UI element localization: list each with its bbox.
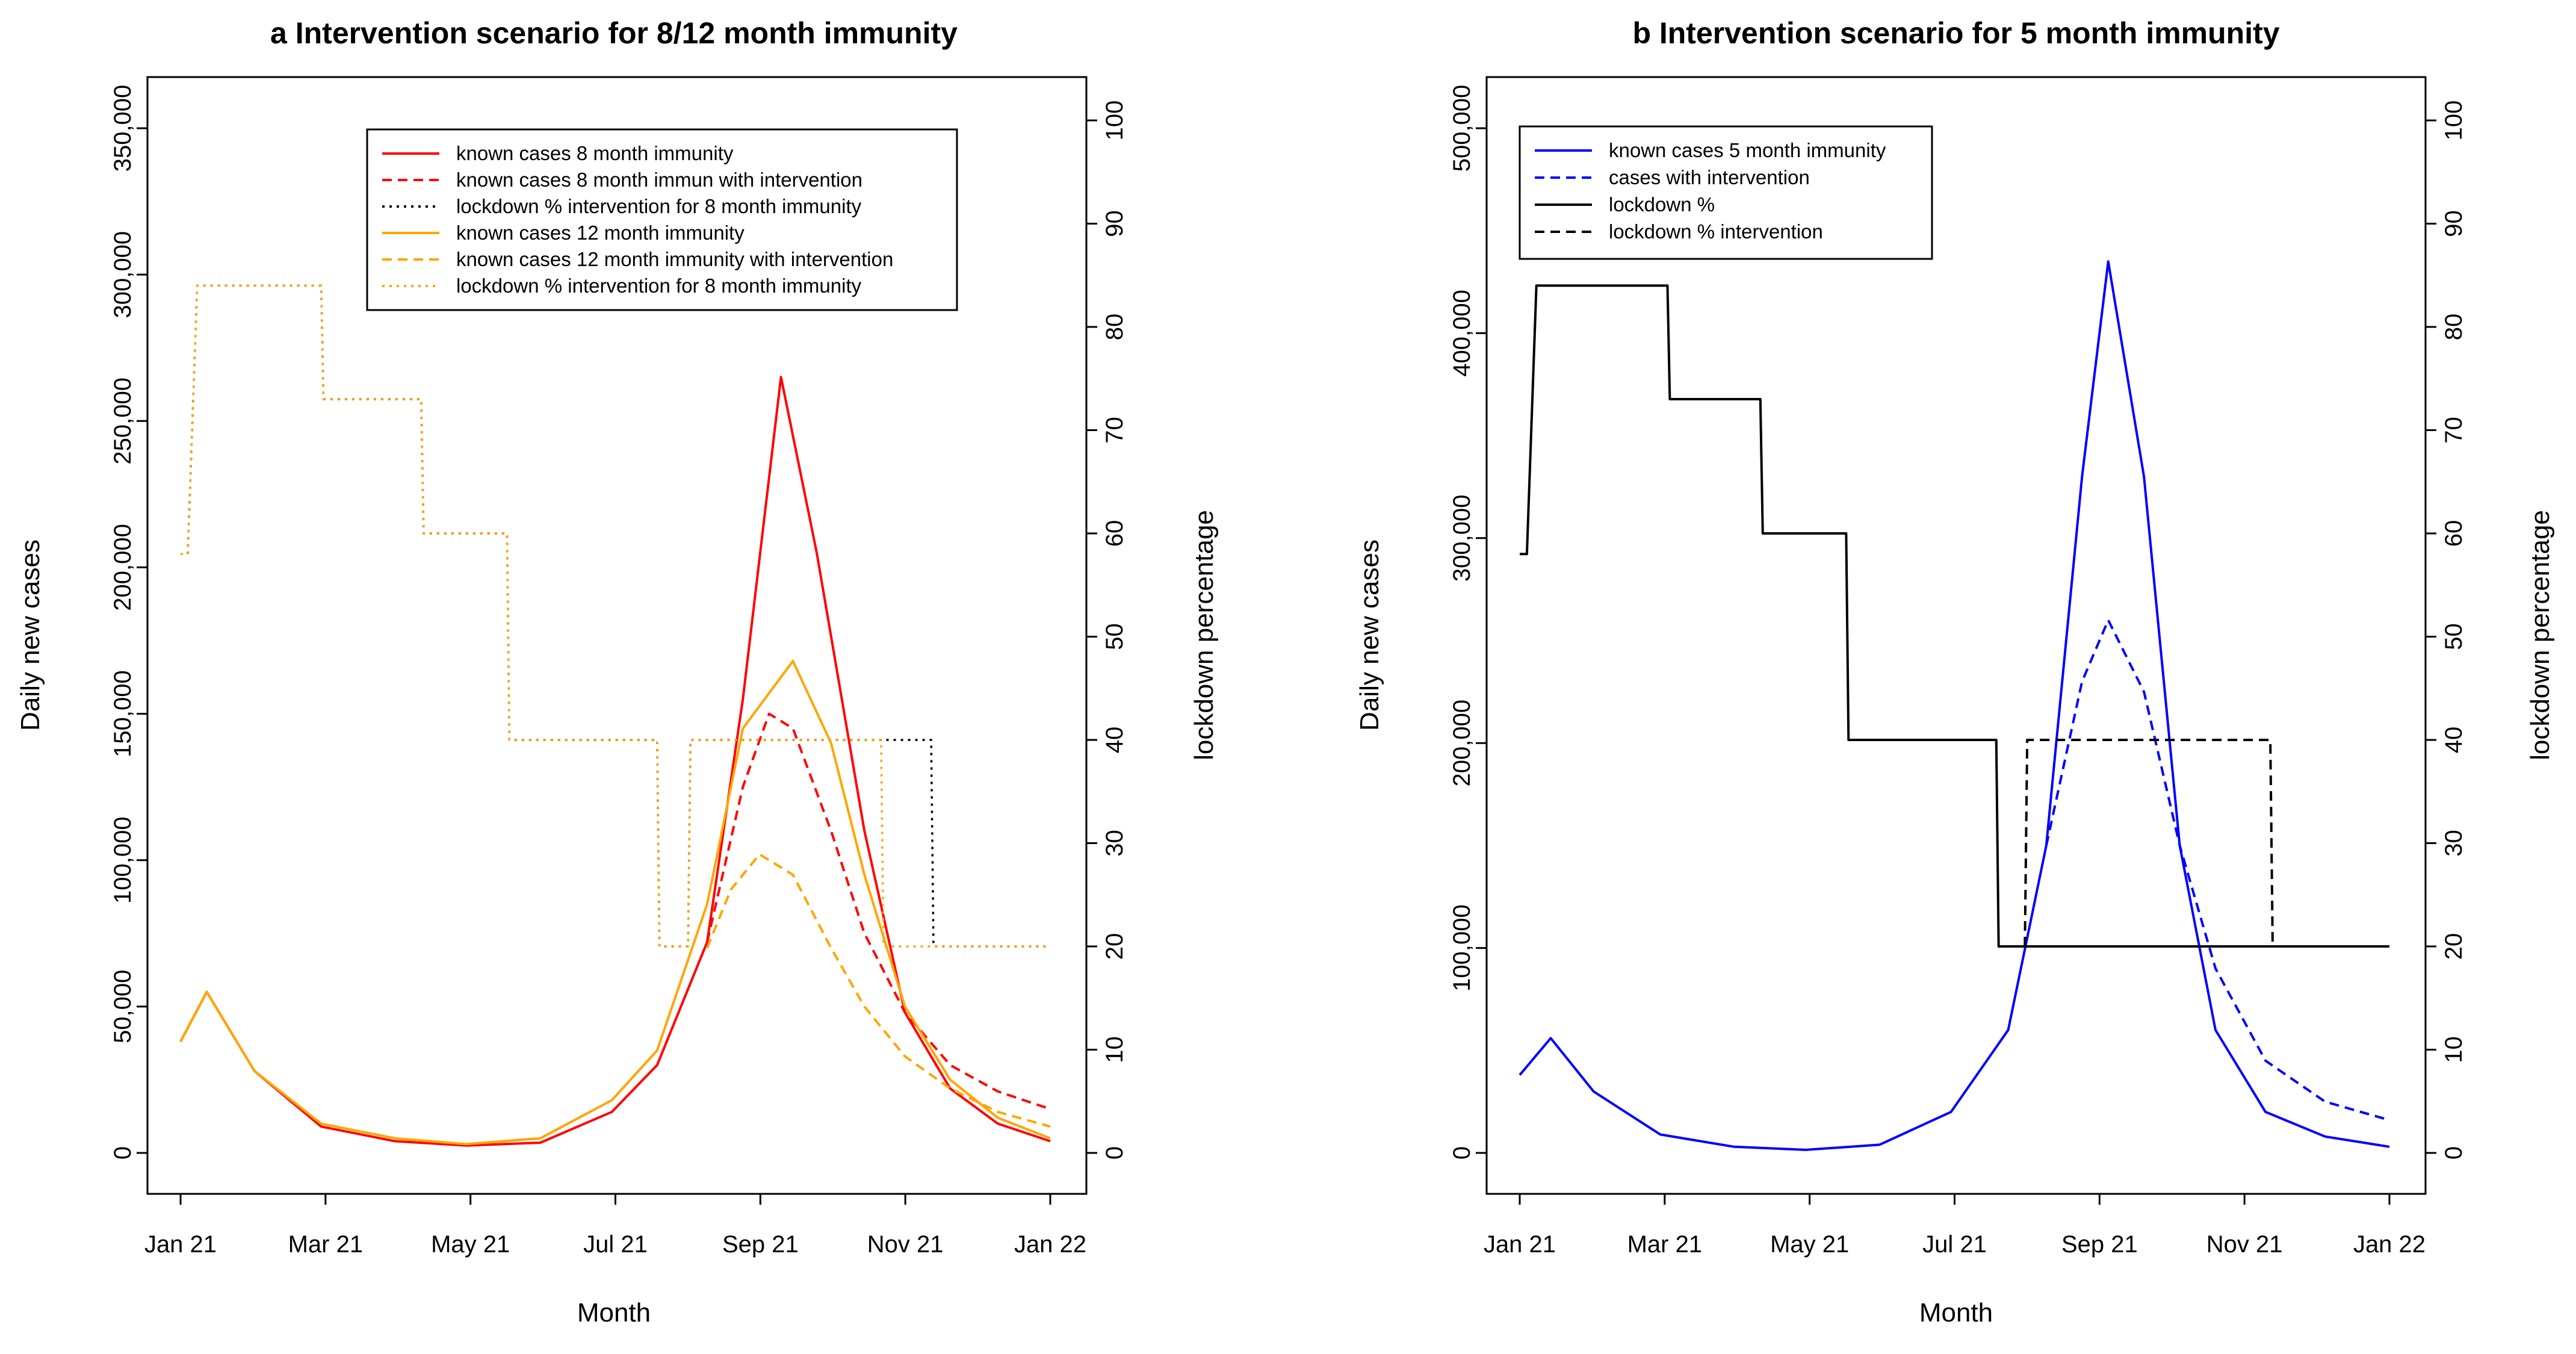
y-tick-label: 0 bbox=[110, 1146, 136, 1160]
legend-entry: known cases 12 month immunity with inter… bbox=[456, 248, 893, 270]
y2-tick-label: 80 bbox=[2441, 314, 2467, 341]
y2-tick-label: 20 bbox=[2441, 933, 2467, 960]
series-group-a bbox=[179, 284, 1051, 1147]
panel-b: b Intervention scenario for 5 month immu… bbox=[1355, 16, 2555, 1328]
series-line-4 bbox=[2023, 739, 2389, 948]
x-tick-label: Jan 22 bbox=[2353, 1231, 2426, 1258]
y2-tick-label: 0 bbox=[2441, 1146, 2467, 1160]
plot-frame-b bbox=[1485, 76, 2427, 1195]
x-axis-label-b: Month bbox=[1919, 1298, 1993, 1328]
legend-entry: cases with intervention bbox=[1609, 166, 1810, 188]
y-tick-label: 300,000 bbox=[110, 231, 136, 318]
series-line-3 bbox=[181, 284, 1050, 948]
series-line-6 bbox=[181, 284, 1050, 948]
x-tick-label: Mar 21 bbox=[1627, 1231, 1703, 1258]
y-axis-label-a: Daily new cases bbox=[16, 539, 45, 731]
legend-a: known cases 8 month immunity known cases … bbox=[366, 128, 958, 311]
y-tick-label: 400,000 bbox=[1449, 290, 1475, 377]
series-line-1 bbox=[1519, 260, 2390, 1151]
y-tick-label: 200,000 bbox=[110, 524, 136, 611]
legend-box-b bbox=[1519, 125, 1933, 260]
x-tick-label: Nov 21 bbox=[867, 1231, 944, 1258]
legend-entry: lockdown % intervention for 8 month immu… bbox=[456, 275, 862, 297]
x-tick-label: Sep 21 bbox=[2061, 1231, 2138, 1258]
y2-tick-label: 60 bbox=[1101, 520, 1128, 547]
x-tick-label: Jul 21 bbox=[583, 1231, 648, 1258]
y2-tick-label: 50 bbox=[1101, 623, 1128, 650]
y2-tick-label: 100 bbox=[2441, 101, 2467, 141]
y2-axis-ticks-b: 0 10 20 30 40 50 60 70 80 90 100 bbox=[2426, 101, 2467, 1160]
y-tick-label: 50,000 bbox=[110, 970, 136, 1043]
panel-a: a Intervention scenario for 8/12 month i… bbox=[16, 16, 1219, 1328]
y2-tick-label: 50 bbox=[2441, 623, 2467, 650]
y-tick-label: 100,000 bbox=[1449, 904, 1475, 992]
y-axis-ticks-a: 0 50,000 100,000 150,000 200,000 250,000 300,0… bbox=[110, 85, 147, 1160]
legend-entry: lockdown % bbox=[1609, 193, 1715, 216]
y2-tick-label: 90 bbox=[2441, 210, 2467, 237]
y2-axis-label-a: lockdown percentage bbox=[1189, 510, 1219, 760]
legend-b: known cases 5 month immunity cases with i… bbox=[1519, 125, 1933, 260]
y2-tick-label: 30 bbox=[2441, 830, 2467, 857]
x-tick-label: Jan 21 bbox=[1484, 1231, 1556, 1258]
x-tick-label: Sep 21 bbox=[722, 1231, 799, 1258]
x-tick-label: Mar 21 bbox=[288, 1231, 364, 1258]
series-line-2 bbox=[705, 712, 1051, 1110]
series-line-1 bbox=[179, 376, 1051, 1147]
y-tick-label: 300,000 bbox=[1449, 495, 1475, 582]
series-group-b bbox=[1519, 260, 2390, 1151]
x-tick-label: May 21 bbox=[1770, 1231, 1849, 1258]
legend-entry: known cases 5 month immunity bbox=[1609, 139, 1886, 161]
legend-entry: known cases 8 month immunity bbox=[456, 142, 734, 164]
y2-tick-label: 70 bbox=[1101, 417, 1128, 444]
y2-tick-label: 20 bbox=[1101, 933, 1128, 960]
x-axis-ticks-b: Jan 21 Mar 21 May 21 Jul 21 Sep 21 Nov 21 Jan … bbox=[1484, 1194, 2426, 1258]
y2-tick-label: 90 bbox=[1101, 210, 1128, 237]
series-line-4 bbox=[179, 660, 1051, 1146]
legend-entry: lockdown % intervention for 8 month immu… bbox=[456, 195, 862, 217]
x-tick-label: Jan 22 bbox=[1014, 1231, 1086, 1258]
title-b: b Intervention scenario for 5 month immu… bbox=[1632, 16, 2279, 50]
y-tick-label: 0 bbox=[1449, 1146, 1475, 1160]
y2-tick-label: 10 bbox=[1101, 1036, 1128, 1063]
legend-entry: lockdown % intervention bbox=[1609, 220, 1823, 243]
x-tick-label: Jul 21 bbox=[1922, 1231, 1987, 1258]
y-tick-label: 250,000 bbox=[110, 377, 136, 465]
y2-tick-label: 40 bbox=[1101, 727, 1128, 754]
y-axis-ticks-b: 0 100,000 200,000 300,000 400,000 500,000 bbox=[1449, 85, 1487, 1160]
y2-tick-label: 80 bbox=[1101, 314, 1128, 341]
legend-entry: known cases 12 month immunity bbox=[456, 222, 745, 244]
legend-entry: known cases 8 month immun with intervent… bbox=[456, 169, 862, 191]
title-a: a Intervention scenario for 8/12 month i… bbox=[270, 16, 958, 50]
plot-frame-a bbox=[146, 76, 1088, 1195]
y2-tick-label: 60 bbox=[2441, 520, 2467, 547]
y2-tick-label: 0 bbox=[1101, 1146, 1128, 1160]
y2-tick-label: 30 bbox=[1101, 830, 1128, 857]
y-tick-label: 150,000 bbox=[110, 670, 136, 757]
y2-tick-label: 10 bbox=[2441, 1036, 2467, 1063]
y-tick-label: 200,000 bbox=[1449, 700, 1475, 787]
y2-tick-label: 40 bbox=[2441, 727, 2467, 754]
x-axis-label-a: Month bbox=[577, 1298, 651, 1328]
y2-axis-label-b: lockdown percentage bbox=[2525, 510, 2555, 760]
legend-box-a bbox=[366, 128, 958, 311]
x-tick-label: May 21 bbox=[431, 1231, 510, 1258]
x-tick-label: Nov 21 bbox=[2206, 1231, 2283, 1258]
series-line-3 bbox=[1520, 284, 2389, 948]
x-tick-label: Jan 21 bbox=[144, 1231, 217, 1258]
series-line-2 bbox=[2045, 619, 2390, 1122]
y-tick-label: 100,000 bbox=[110, 816, 136, 904]
y2-axis-ticks-a: 0 10 20 30 40 50 60 70 80 90 100 bbox=[1086, 101, 1128, 1160]
y-tick-label: 500,000 bbox=[1449, 85, 1475, 172]
x-axis-ticks-a: Jan 21 Mar 21 May 21 Jul 21 Sep 21 Nov 21 Jan … bbox=[144, 1194, 1086, 1258]
series-line-5 bbox=[706, 853, 1051, 1128]
y-tick-label: 350,000 bbox=[110, 85, 136, 172]
y-axis-label-b: Daily new cases bbox=[1355, 539, 1384, 731]
y2-tick-label: 100 bbox=[1101, 101, 1128, 141]
y2-tick-label: 70 bbox=[2441, 417, 2467, 444]
